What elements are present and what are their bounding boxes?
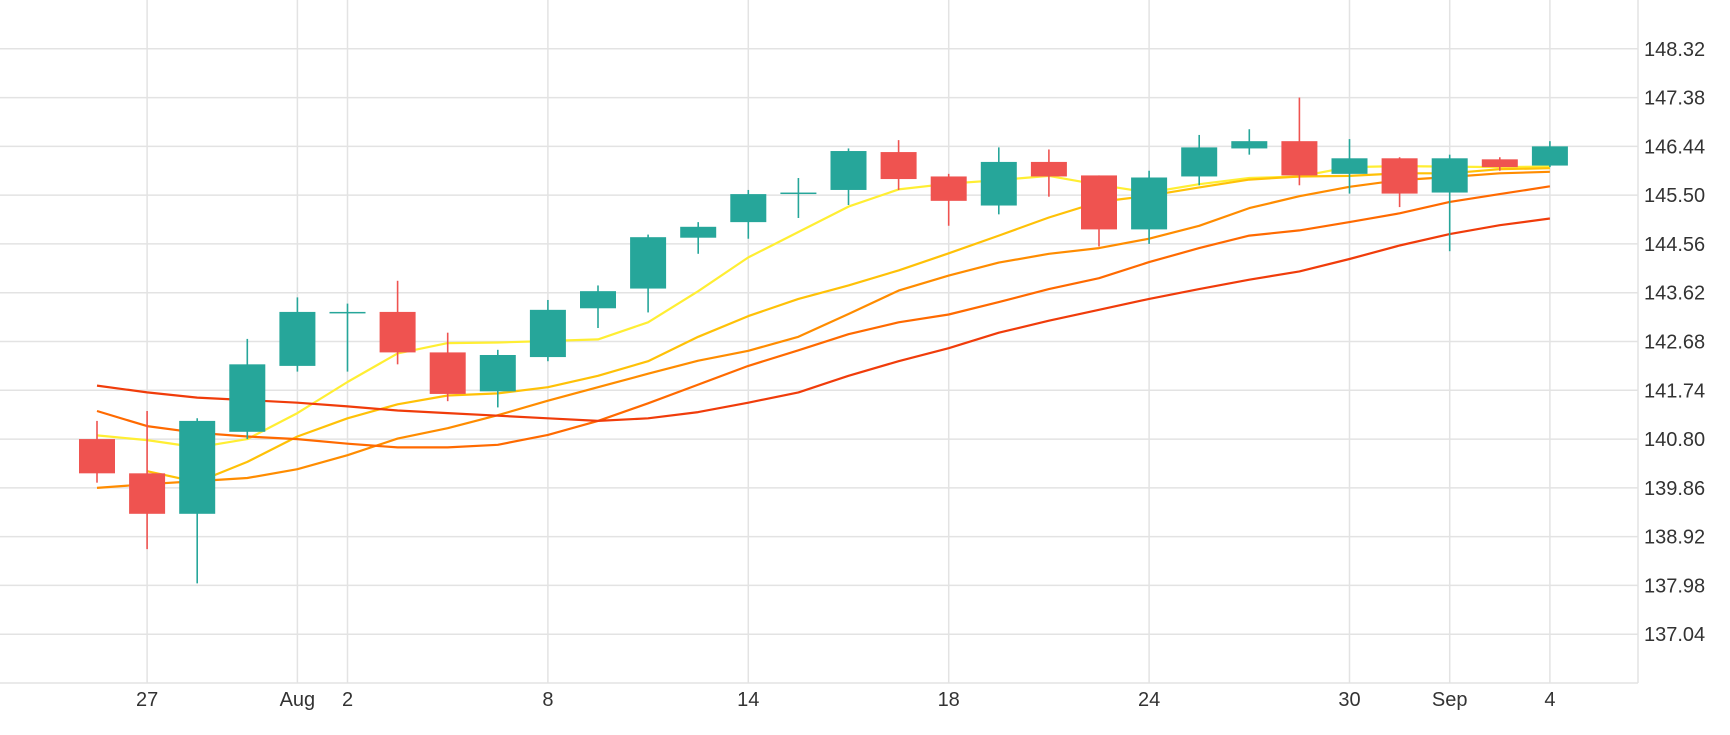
candle (329, 303, 366, 372)
candle-body (429, 352, 466, 394)
candle (680, 222, 717, 254)
candle (229, 338, 266, 440)
candle-body (1481, 159, 1518, 168)
candle (479, 349, 516, 408)
x-tick-label: 18 (938, 689, 960, 711)
x-tick-label: 8 (542, 689, 553, 711)
candle-body (1231, 141, 1268, 149)
candle (529, 299, 566, 362)
y-tick-label: 146.44 (1644, 136, 1705, 158)
candle-body (279, 311, 316, 366)
candle (429, 332, 466, 402)
y-tick-label: 145.50 (1644, 185, 1705, 207)
candle (930, 173, 967, 226)
y-tick-label: 144.56 (1644, 234, 1705, 256)
candle (1431, 154, 1468, 252)
candle-body (1431, 158, 1468, 193)
candle-body (1281, 141, 1318, 176)
candle-body (129, 473, 166, 514)
candle (1281, 97, 1318, 186)
candles (79, 97, 1568, 584)
candle-body (630, 237, 667, 289)
candle (379, 280, 416, 365)
candle (830, 148, 867, 206)
candle-body (730, 194, 767, 223)
candle-body (1081, 175, 1117, 230)
candle (1331, 139, 1368, 194)
x-tick-label: 4 (1544, 689, 1555, 711)
candle-body (1331, 158, 1368, 174)
candle (179, 418, 216, 584)
x-tick-label: Aug (280, 689, 316, 711)
y-tick-label: 143.62 (1644, 283, 1705, 305)
candle-body (1181, 147, 1218, 177)
candle-body (379, 311, 416, 353)
candle-body (79, 439, 115, 474)
candle-body (329, 311, 366, 314)
candle (79, 420, 115, 483)
y-tick-label: 138.92 (1644, 527, 1705, 549)
y-tick-label: 141.74 (1644, 380, 1705, 402)
candle (1481, 157, 1518, 171)
grid-layer (0, 0, 1639, 684)
candle (580, 285, 616, 329)
x-tick-label: 2 (342, 689, 353, 711)
candle-body (1531, 146, 1568, 166)
candle (1131, 170, 1168, 244)
candle-body (179, 420, 216, 514)
candle (730, 189, 767, 239)
candle (630, 234, 667, 313)
ma-line-5 (96, 217, 1551, 422)
moving-average-lines (96, 165, 1551, 489)
x-tick-label: 24 (1138, 689, 1160, 711)
candle-body (229, 364, 266, 432)
y-tick-label: 139.86 (1644, 478, 1705, 500)
candle-body (529, 309, 566, 358)
axis-labels: 137.04 137.98 138.92 139.86 140.80 141.74 142.… (136, 39, 1705, 711)
y-tick-label: 137.98 (1644, 575, 1705, 597)
candle (780, 178, 817, 218)
candle-body (980, 161, 1017, 206)
candle-body (479, 354, 516, 392)
x-tick-label: Sep (1432, 689, 1468, 711)
candle-body (1131, 177, 1168, 230)
candle-body (1381, 158, 1418, 194)
y-tick-label: 148.32 (1644, 39, 1705, 61)
ma-line-4 (96, 185, 1551, 449)
candle (1231, 129, 1268, 155)
x-tick-label: 27 (136, 689, 158, 711)
candle (1030, 149, 1067, 197)
candle (980, 147, 1017, 215)
x-tick-label: 14 (737, 689, 759, 711)
candle-body (930, 176, 967, 201)
candle-body (880, 152, 917, 180)
candle (1081, 175, 1117, 247)
candle-body (580, 291, 616, 309)
ma-line-1 (96, 165, 1550, 449)
candle-body (830, 151, 867, 190)
candle-body (1030, 161, 1067, 177)
candle (1531, 141, 1568, 168)
y-tick-label: 142.68 (1644, 332, 1705, 354)
ma-line-2 (146, 167, 1550, 484)
ma-line-3 (96, 170, 1550, 489)
candle (1181, 134, 1218, 186)
candle (1381, 157, 1418, 208)
y-tick-label: 147.38 (1644, 88, 1705, 110)
y-tick-label: 140.80 (1644, 429, 1705, 451)
candle-body (680, 226, 717, 238)
candle (279, 297, 316, 372)
candle (129, 411, 166, 550)
candle (880, 140, 917, 190)
candle-body (780, 192, 817, 195)
x-tick-label: 30 (1338, 689, 1360, 711)
y-tick-label: 137.04 (1644, 624, 1705, 646)
